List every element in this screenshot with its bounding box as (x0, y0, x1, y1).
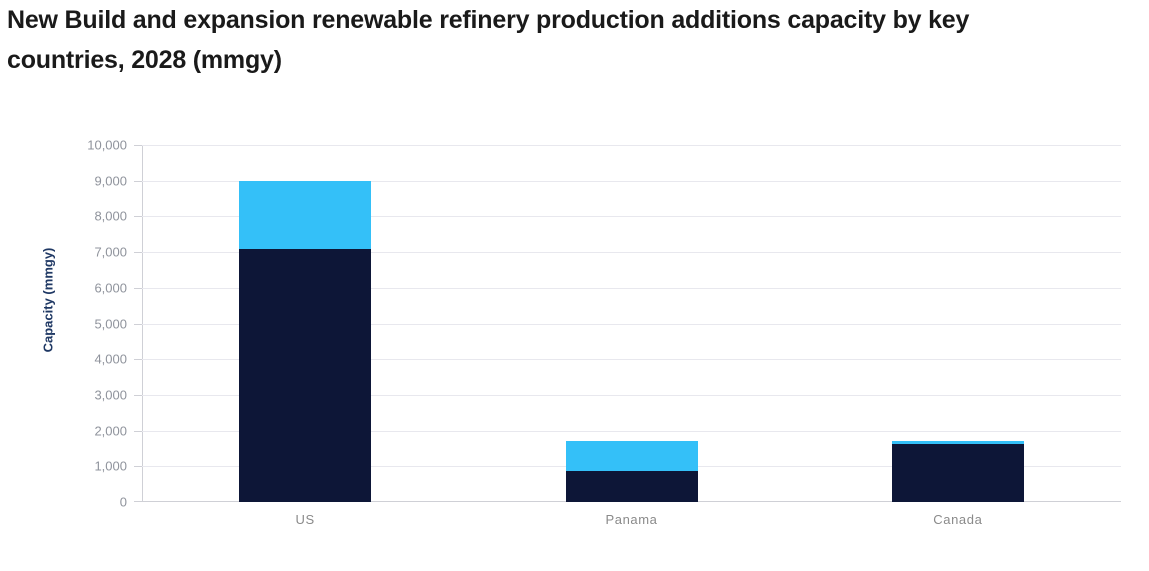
gridline (142, 180, 1121, 182)
y-tick-label: 10,000 (87, 137, 127, 153)
y-tick-label: 4,000 (94, 351, 127, 367)
y-tick-label: 8,000 (94, 208, 127, 224)
plot-area (134, 145, 1121, 502)
y-tick-label: 5,000 (94, 316, 127, 331)
bar-us-segment-dark_navy (239, 248, 372, 502)
bar-canada-segment-dark_navy (891, 444, 1024, 502)
gridline (142, 216, 1121, 218)
y-tick-label: 9,000 (94, 173, 127, 189)
gridline (142, 145, 1121, 146)
y-tick-mark (134, 180, 142, 182)
chart-title-line-2: countries, 2028 (mmgy) (7, 46, 282, 74)
x-axis-labels: US Panama Canada (142, 512, 1121, 532)
gridline (142, 252, 1121, 254)
y-tick-label: 0 (119, 494, 127, 510)
y-tick-mark (134, 501, 142, 502)
gridline (142, 323, 1121, 325)
bar-panama-segment-dark_navy (565, 471, 698, 502)
x-axis-label-panama: Panama (605, 512, 658, 527)
chart-title-line-1: New Build and expansion renewable refine… (7, 6, 970, 34)
gridline (142, 394, 1121, 396)
y-tick-mark (134, 466, 142, 468)
y-tick-label: 7,000 (94, 244, 127, 260)
gridline (142, 430, 1121, 432)
gridline (142, 359, 1121, 361)
bar-canada-segment-light_blue (891, 440, 1024, 445)
y-tick-mark (134, 216, 142, 218)
y-tick-label: 3,000 (94, 387, 127, 403)
y-tick-label: 1,000 (94, 458, 127, 474)
y-tick-label: 6,000 (94, 280, 127, 296)
y-tick-label: 2,000 (94, 423, 127, 439)
y-tick-mark (134, 323, 142, 325)
gridline (142, 287, 1121, 289)
bar-us-segment-light_blue (239, 180, 372, 249)
y-tick-mark (134, 359, 142, 361)
y-tick-mark (134, 252, 142, 254)
bar-panama-segment-light_blue (565, 440, 698, 472)
x-axis-label-us: US (295, 512, 315, 527)
y-axis-tick-labels: 0 1,000 2,000 3,000 4,000 5,000 6,000 7,000 8,00… (0, 138, 127, 510)
chart-title: New Build and expansion renewable refine… (7, 0, 969, 80)
y-tick-mark (134, 394, 142, 396)
y-tick-mark (134, 287, 142, 289)
x-axis-label-canada: Canada (933, 512, 983, 527)
y-tick-mark (134, 430, 142, 432)
y-tick-mark (134, 145, 142, 146)
